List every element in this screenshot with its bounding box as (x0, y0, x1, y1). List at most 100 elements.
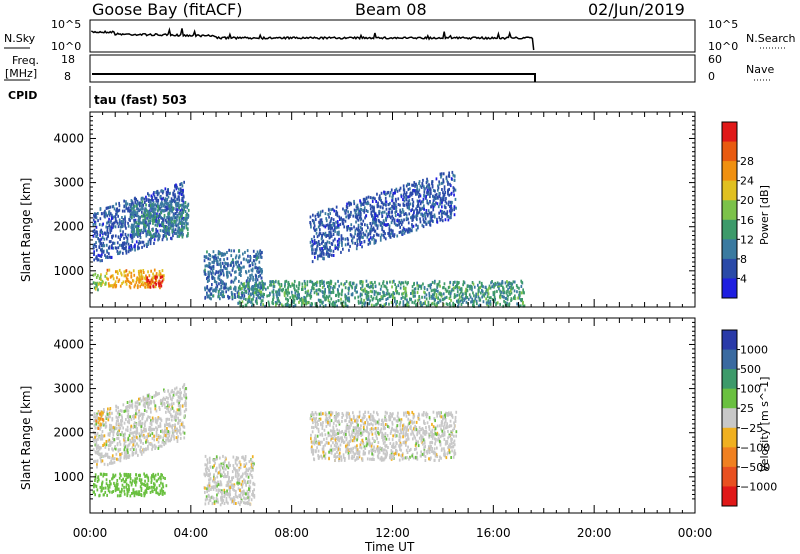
power-ytick-label: 3000 (53, 176, 84, 190)
power-cell (116, 270, 119, 274)
power-cell (258, 296, 261, 300)
power-cell (432, 189, 435, 192)
velocity-cell (99, 456, 102, 460)
velocity-cell (92, 448, 95, 452)
power-cell (92, 281, 95, 285)
velocity-cell (151, 432, 154, 436)
velocity-cell (121, 416, 123, 420)
velocity-cell (118, 429, 120, 433)
power-cell (117, 209, 120, 213)
velocity-cell (122, 436, 125, 440)
power-cell (398, 280, 401, 284)
power-cell (330, 233, 332, 237)
power-cell (155, 282, 157, 286)
power-cell (172, 234, 174, 238)
velocity-cell (132, 491, 135, 495)
velocity-cell (109, 407, 112, 410)
power-cell (404, 212, 407, 216)
velocity-cell (123, 448, 126, 452)
velocity-cell (143, 402, 146, 406)
power-cell (422, 197, 425, 201)
velocity-cell (120, 433, 122, 437)
power-cell (128, 245, 130, 249)
velocity-cell (134, 401, 137, 405)
power-cell (310, 295, 313, 298)
power-cell (182, 200, 185, 204)
power-cell (132, 203, 135, 207)
power-cell (416, 208, 418, 212)
power-cell (330, 225, 332, 229)
velocity-cell (105, 440, 108, 443)
power-cell (133, 197, 136, 201)
power-cell (110, 284, 112, 288)
power-cell (122, 280, 125, 284)
power-cell (425, 209, 428, 212)
power-cell (322, 294, 324, 298)
power-cell (458, 286, 460, 290)
power-cell (106, 255, 109, 259)
power-cell (431, 296, 434, 299)
power-cell (248, 295, 250, 299)
power-cell (431, 280, 434, 284)
power-cell (319, 218, 322, 222)
power-cell (210, 292, 212, 296)
velocity-cell (179, 411, 182, 415)
power-cell (359, 292, 362, 296)
velocity-cell (111, 418, 114, 422)
velocity-cell (147, 405, 149, 409)
power-cell (416, 192, 419, 196)
power-cell (233, 287, 235, 291)
power-cell (337, 243, 339, 247)
power-cell (117, 280, 120, 283)
velocity-cell (155, 409, 158, 413)
power-cell (411, 285, 414, 289)
power-cell (119, 225, 122, 229)
velocity-cell (175, 411, 177, 415)
power-cell (159, 229, 162, 233)
velocity-cell (100, 454, 103, 458)
power-cell (478, 280, 481, 284)
power-cell (502, 287, 505, 291)
power-cell (329, 285, 332, 289)
power-cell (165, 218, 167, 222)
velocity-cell (135, 432, 137, 436)
power-cell (252, 294, 255, 298)
power-cell (309, 240, 312, 244)
power-cell (96, 256, 98, 260)
power-cell (183, 205, 185, 209)
velocity-cell (119, 426, 122, 430)
velocity-cell (158, 492, 160, 496)
power-cell (491, 285, 493, 289)
power-cell (379, 292, 381, 296)
power-cell (156, 229, 159, 233)
velocity-cell (126, 409, 129, 413)
power-cell (238, 292, 240, 296)
power-cell (313, 239, 316, 242)
power-cell (216, 262, 219, 266)
power-cell (422, 282, 424, 286)
power-cell (299, 298, 301, 302)
power-cell (234, 270, 236, 274)
power-cell (105, 225, 108, 229)
power-cell (466, 289, 469, 293)
velocity-cell (135, 448, 137, 452)
power-cell (443, 297, 446, 301)
power-cell (405, 191, 408, 195)
power-cell (254, 262, 257, 266)
power-cell (219, 258, 221, 262)
power-cell (354, 241, 356, 245)
power-cell (465, 287, 467, 291)
velocity-cell (107, 412, 110, 416)
power-cell (415, 228, 418, 232)
power-cell (479, 286, 482, 289)
power-cell (220, 252, 223, 256)
power-cell (322, 245, 325, 248)
velocity-cell (125, 418, 127, 421)
velocity-cell (95, 440, 98, 444)
velocity-cell (174, 427, 177, 431)
power-cell (410, 297, 412, 301)
power-cell (176, 229, 179, 233)
power-cell (417, 211, 420, 215)
velocity-cell (181, 397, 183, 401)
power-cell (452, 301, 454, 305)
